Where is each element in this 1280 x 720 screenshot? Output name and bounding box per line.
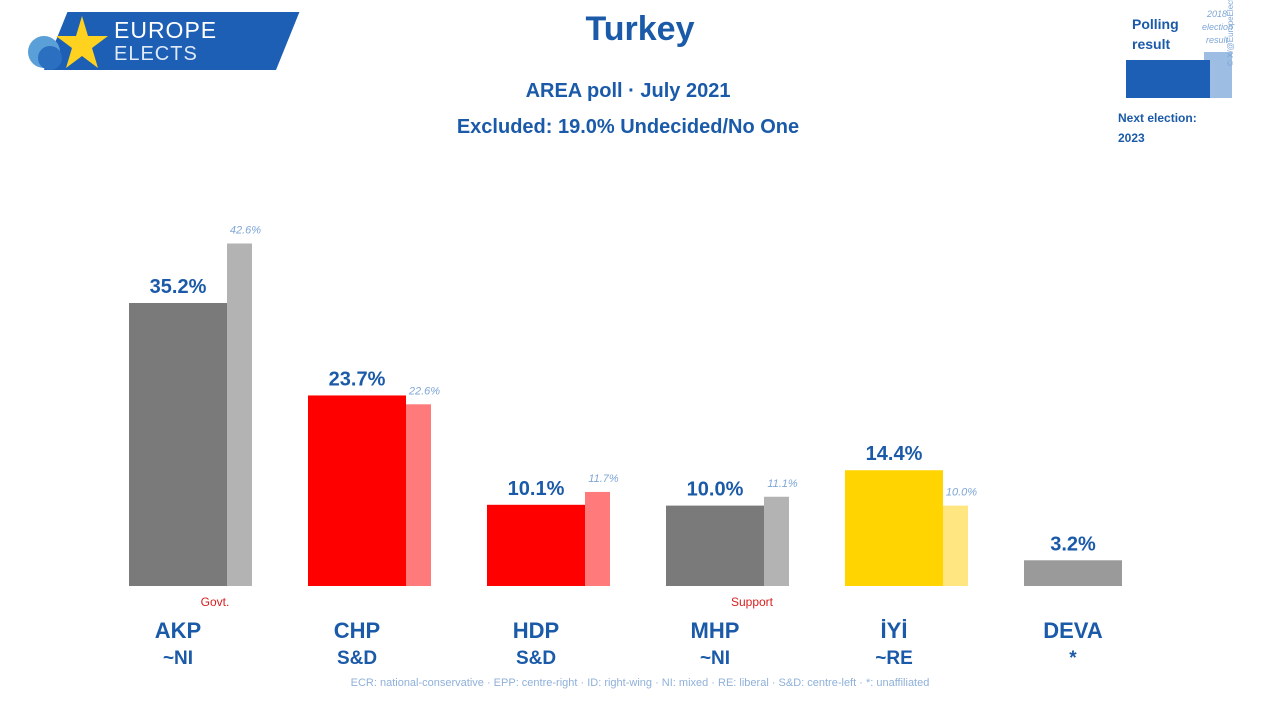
poll-bar-4 [845, 470, 943, 586]
group-label-5: * [1069, 648, 1077, 669]
poll-value-label-3: 10.0% [687, 479, 744, 501]
next-election-note: Next election: 2023 [1118, 111, 1197, 145]
europe-elects-logo: EUROPE ELECTS [24, 12, 300, 72]
legend-election-label: 2018 election result [1202, 9, 1234, 45]
previous-bar-4 [943, 505, 968, 586]
legend: Polling result 2018 election result © X/… [1110, 0, 1260, 148]
chart-subtitle: AREA poll · July 2021 [525, 80, 731, 102]
previous-bar-1 [406, 404, 431, 586]
previous-value-label-1: 22.6% [408, 385, 440, 397]
group-legend-footer: ECR: national-conservative · EPP: centre… [350, 677, 930, 689]
previous-value-label-4: 10.0% [946, 487, 977, 499]
group-label-2: S&D [516, 648, 556, 669]
previous-value-label-3: 11.1% [767, 478, 798, 490]
excluded-note: Excluded: 19.0% Undecided/No One [456, 116, 800, 138]
group-label-0: ~NI [163, 648, 193, 669]
group-label-4: ~RE [875, 648, 913, 669]
legend-polling-swatch [1126, 60, 1210, 98]
poll-bar-0 [129, 302, 227, 586]
logo-star-icon [28, 16, 108, 70]
previous-value-label-2: 11.7% [588, 473, 619, 485]
poll-value-label-0: 35.2% [150, 276, 207, 298]
poll-value-label-2: 10.1% [508, 478, 565, 500]
poll-bar-5 [1024, 560, 1122, 586]
party-label-2: HDP [513, 618, 559, 643]
poll-bar-2 [487, 504, 585, 586]
poll-bar-1 [308, 395, 406, 586]
party-label-4: İYİ [881, 618, 908, 643]
party-label-1: CHP [334, 618, 380, 643]
logo-line-1: EUROPE [114, 17, 218, 43]
status-note-3: Support [731, 595, 774, 609]
party-label-5: DEVA [1043, 618, 1103, 643]
poll-value-label-1: 23.7% [329, 368, 386, 390]
party-label-0: AKP [155, 618, 201, 643]
poll-value-label-5: 3.2% [1050, 533, 1096, 555]
previous-bar-2 [585, 491, 610, 586]
group-label-1: S&D [337, 648, 377, 669]
previous-bar-3 [764, 496, 789, 586]
previous-bar-0 [227, 243, 252, 586]
party-label-3: MHP [691, 618, 740, 643]
chart-title: Turkey [585, 10, 695, 48]
previous-value-label-0: 42.6% [230, 224, 261, 236]
legend-polling-label: Polling result [1132, 16, 1179, 52]
poll-bar-3 [666, 505, 764, 586]
logo-line-2: ELECTS [114, 43, 198, 65]
poll-value-label-4: 14.4% [866, 443, 923, 465]
status-note-0: Govt. [201, 595, 230, 609]
group-label-3: ~NI [700, 648, 730, 669]
